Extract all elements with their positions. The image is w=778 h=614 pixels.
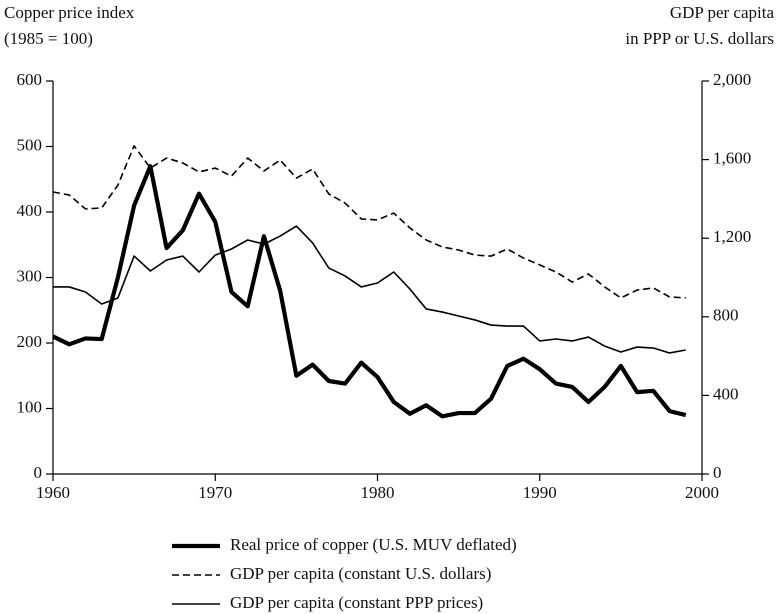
series-line bbox=[53, 225, 686, 354]
x-tick-label: 1990 bbox=[523, 483, 557, 502]
y2-tick-label: 2,000 bbox=[713, 70, 751, 89]
y2-axis-title: in PPP or U.S. dollars bbox=[625, 29, 774, 48]
x-tick-label: 1980 bbox=[361, 483, 395, 502]
y-tick-label: 400 bbox=[17, 201, 43, 220]
y-tick-label: 300 bbox=[17, 266, 43, 285]
y2-tick-label: 1,200 bbox=[713, 227, 751, 246]
y-tick-label: 500 bbox=[17, 135, 43, 154]
y-tick-label: 100 bbox=[17, 397, 43, 416]
x-tick-label: 1970 bbox=[198, 483, 232, 502]
x-tick-label: 1960 bbox=[36, 483, 70, 502]
y-tick-label: 0 bbox=[34, 463, 43, 482]
y-axis-title: (1985 = 100) bbox=[4, 29, 93, 48]
y-axis-title: Copper price index bbox=[4, 3, 135, 22]
y2-axis-title: GDP per capita bbox=[670, 3, 775, 22]
y2-tick-label: 800 bbox=[713, 306, 739, 325]
x-tick-label: 2000 bbox=[685, 483, 719, 502]
series-line bbox=[52, 145, 686, 299]
y-tick-label: 200 bbox=[17, 332, 43, 351]
series-line bbox=[52, 164, 687, 419]
legend-label: Real price of copper (U.S. MUV deflated) bbox=[230, 535, 517, 554]
y2-tick-label: 1,600 bbox=[713, 149, 751, 168]
legend-label: GDP per capita (constant PPP prices) bbox=[230, 593, 483, 612]
legend-label: GDP per capita (constant U.S. dollars) bbox=[230, 564, 491, 583]
y2-tick-label: 400 bbox=[713, 384, 739, 403]
y2-tick-label: 0 bbox=[713, 463, 722, 482]
y-tick-label: 600 bbox=[17, 70, 43, 89]
